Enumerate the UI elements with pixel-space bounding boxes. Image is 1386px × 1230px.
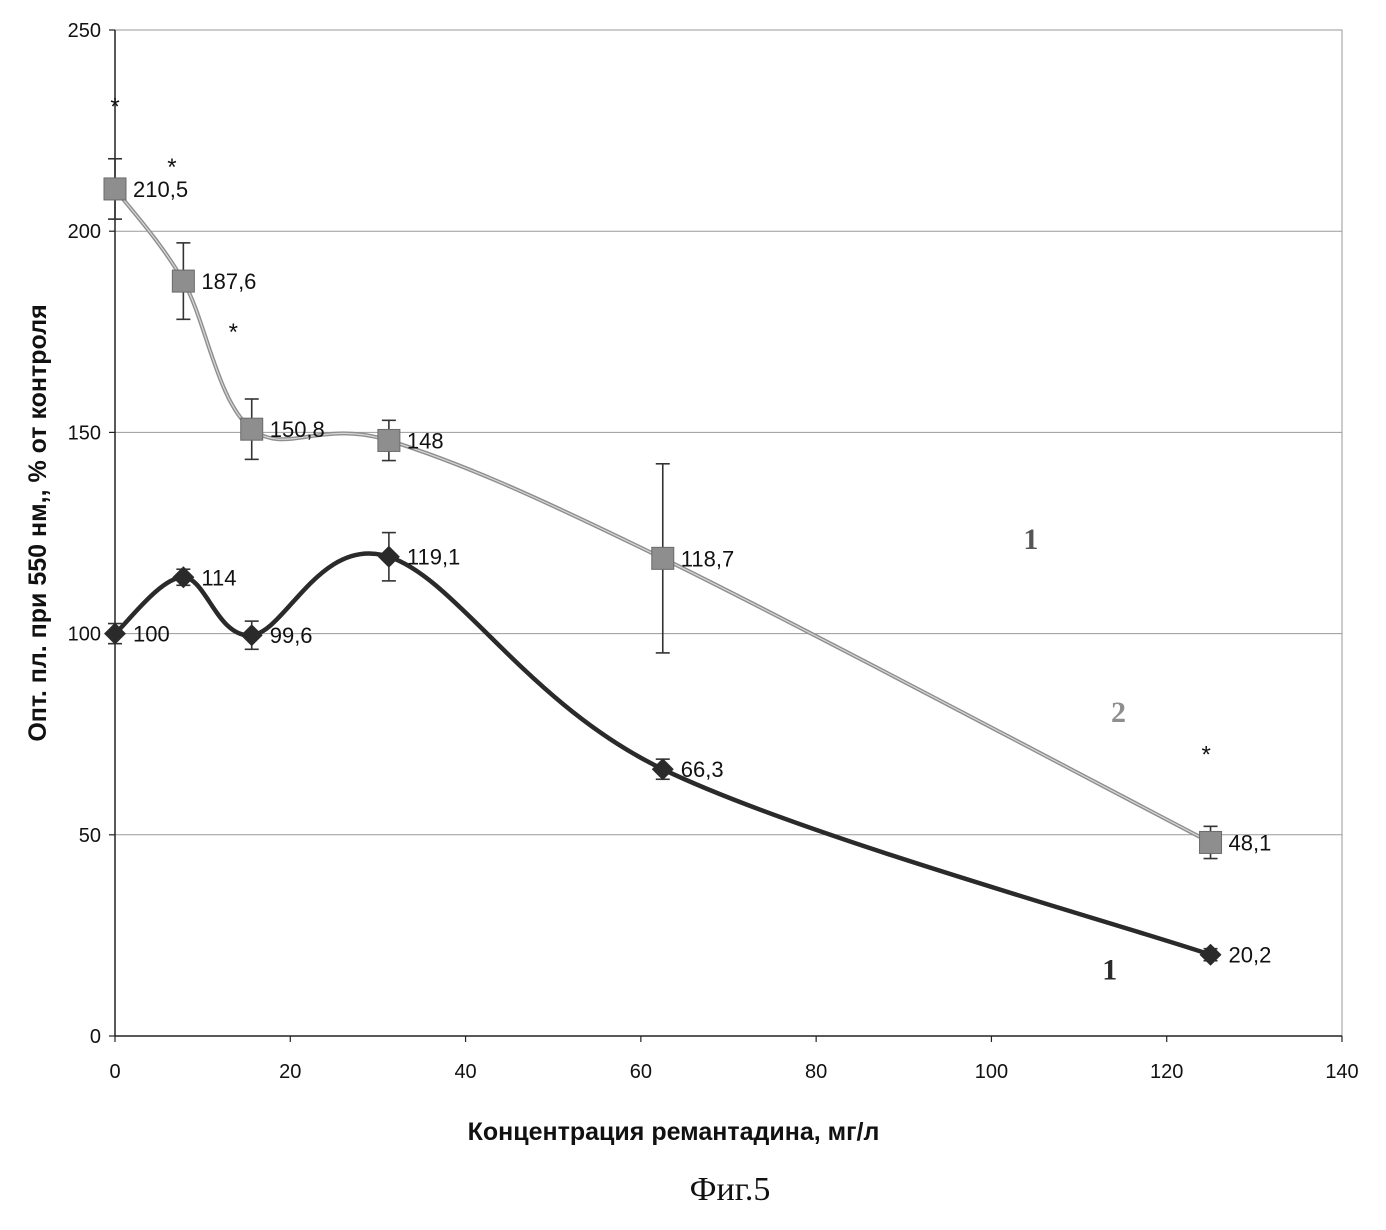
x-tick-label: 100 [975, 1061, 1008, 1083]
y-tick-label: 200 [68, 221, 101, 243]
data-point-square [1200, 831, 1222, 853]
plot-frame [115, 30, 1342, 1036]
data-point-square [652, 547, 674, 569]
data-label: 100 [133, 622, 170, 647]
y-tick-label: 150 [68, 422, 101, 444]
data-label: 148 [407, 428, 444, 453]
data-point-square [241, 418, 263, 440]
x-tick-labels: 0 20 40 60 80 100 120 140 [109, 1061, 1358, 1083]
line-chart: 0 20 40 60 80 100 120 140 0 50 100 150 200 250 210,5… [0, 0, 1386, 1230]
data-label: 150,8 [270, 417, 325, 442]
y-tick-labels: 0 50 100 150 200 250 [68, 20, 101, 1048]
significance-marker: * [1201, 741, 1210, 768]
data-point-diamond [652, 758, 674, 780]
series-1: 210,5 187,6 150,8 148 118,7 48,1 [104, 159, 1271, 859]
data-point-diamond [172, 566, 194, 588]
data-label: 187,6 [201, 269, 256, 294]
data-label: 99,6 [270, 623, 313, 648]
data-point-square [378, 429, 400, 451]
y-tick-label: 0 [90, 1026, 101, 1048]
x-tick-label: 60 [630, 1061, 652, 1083]
data-point-diamond [241, 624, 263, 646]
data-label: 118,7 [681, 546, 734, 571]
significance-marker: * [229, 319, 238, 346]
data-label: 119,1 [407, 545, 460, 570]
series-layer: 210,5 187,6 150,8 148 118,7 48,1 100 114 99,6 119… [104, 159, 1271, 968]
data-label: 48,1 [1229, 830, 1272, 855]
x-tick-label: 80 [805, 1061, 827, 1083]
data-label: 66,3 [681, 757, 724, 782]
x-tick-label: 120 [1150, 1061, 1183, 1083]
series-tag-label: 1 [1102, 954, 1117, 987]
data-point-square [104, 178, 126, 200]
data-point-diamond [378, 546, 400, 568]
x-tick-label: 20 [279, 1061, 301, 1083]
y-tick-label: 100 [68, 624, 101, 646]
y-tick-label: 50 [79, 825, 101, 847]
significance-marker: * [110, 94, 119, 121]
data-label: 210,5 [133, 177, 188, 202]
axes [109, 30, 1342, 1042]
data-point-diamond [1200, 944, 1222, 966]
series-tag-label: 2 [1111, 696, 1126, 729]
data-label: 20,2 [1229, 943, 1272, 968]
figure-caption: Фиг.5 [690, 1171, 771, 1208]
x-tick-label: 0 [109, 1061, 120, 1083]
x-tick-label: 140 [1325, 1061, 1358, 1083]
data-label: 114 [201, 565, 236, 590]
x-tick-label: 40 [454, 1061, 476, 1083]
y-axis-title: Опт. пл. при 550 нм,, % от контроля [24, 304, 52, 741]
series-tag-label: 1 [1023, 523, 1038, 556]
x-axis-title: Концентрация ремантадина, мг/л [468, 1118, 880, 1146]
y-tick-label: 250 [68, 20, 101, 42]
series-2: 100 114 99,6 119,1 66,3 20,2 [104, 533, 1271, 968]
annotations: * * * * 1 2 1 [110, 94, 1210, 987]
significance-marker: * [167, 154, 176, 181]
data-point-square [172, 270, 194, 292]
